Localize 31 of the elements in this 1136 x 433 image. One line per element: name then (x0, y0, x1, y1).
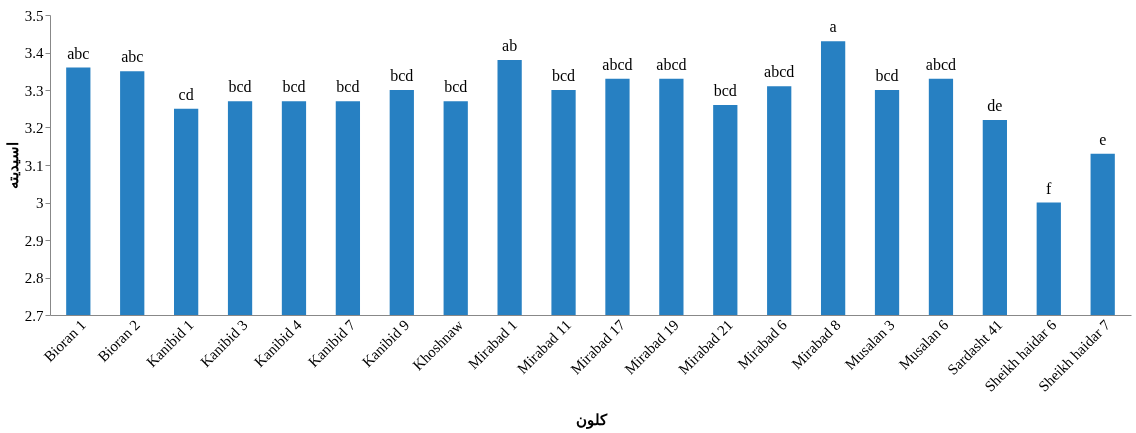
y-tick-label: 3.4 (24, 45, 44, 61)
annotation: bcd (713, 82, 737, 99)
annotation: bcd (444, 78, 468, 96)
annotation: bcd (390, 67, 414, 84)
y-axis-title: اسیدیته (4, 142, 21, 189)
annotation: e (1099, 130, 1107, 148)
annotation: de (987, 97, 1003, 114)
annotation: bcd (551, 67, 576, 84)
annotation: abc (67, 44, 90, 62)
annotation: ab (502, 37, 518, 54)
y-tick-label: 3 (36, 195, 44, 211)
y-tick-label: 2.7 (24, 307, 44, 324)
annotation: cd (178, 85, 194, 103)
y-tick-label: 2.8 (24, 270, 44, 286)
annotation: bcd (282, 78, 306, 96)
y-tick-label: 2.9 (24, 232, 44, 249)
annotation: bcd (336, 78, 360, 96)
annotation: abc (121, 48, 144, 66)
annotation: abcd (925, 55, 957, 73)
annotation: abcd (656, 55, 687, 73)
annotation: bcd (228, 78, 252, 96)
y-tick-label: 3.3 (24, 82, 44, 99)
annotation: a (829, 18, 837, 36)
annotation: bcd (875, 67, 899, 84)
x-axis-title: کلون (575, 411, 608, 429)
y-tick-label: 3.1 (24, 157, 44, 174)
y-tick-label: 3.2 (24, 120, 44, 136)
y-tick-label: 3.5 (24, 7, 44, 24)
annotation: f (1046, 179, 1053, 197)
annotation: abcd (764, 63, 795, 81)
annotation: abcd (602, 55, 633, 73)
